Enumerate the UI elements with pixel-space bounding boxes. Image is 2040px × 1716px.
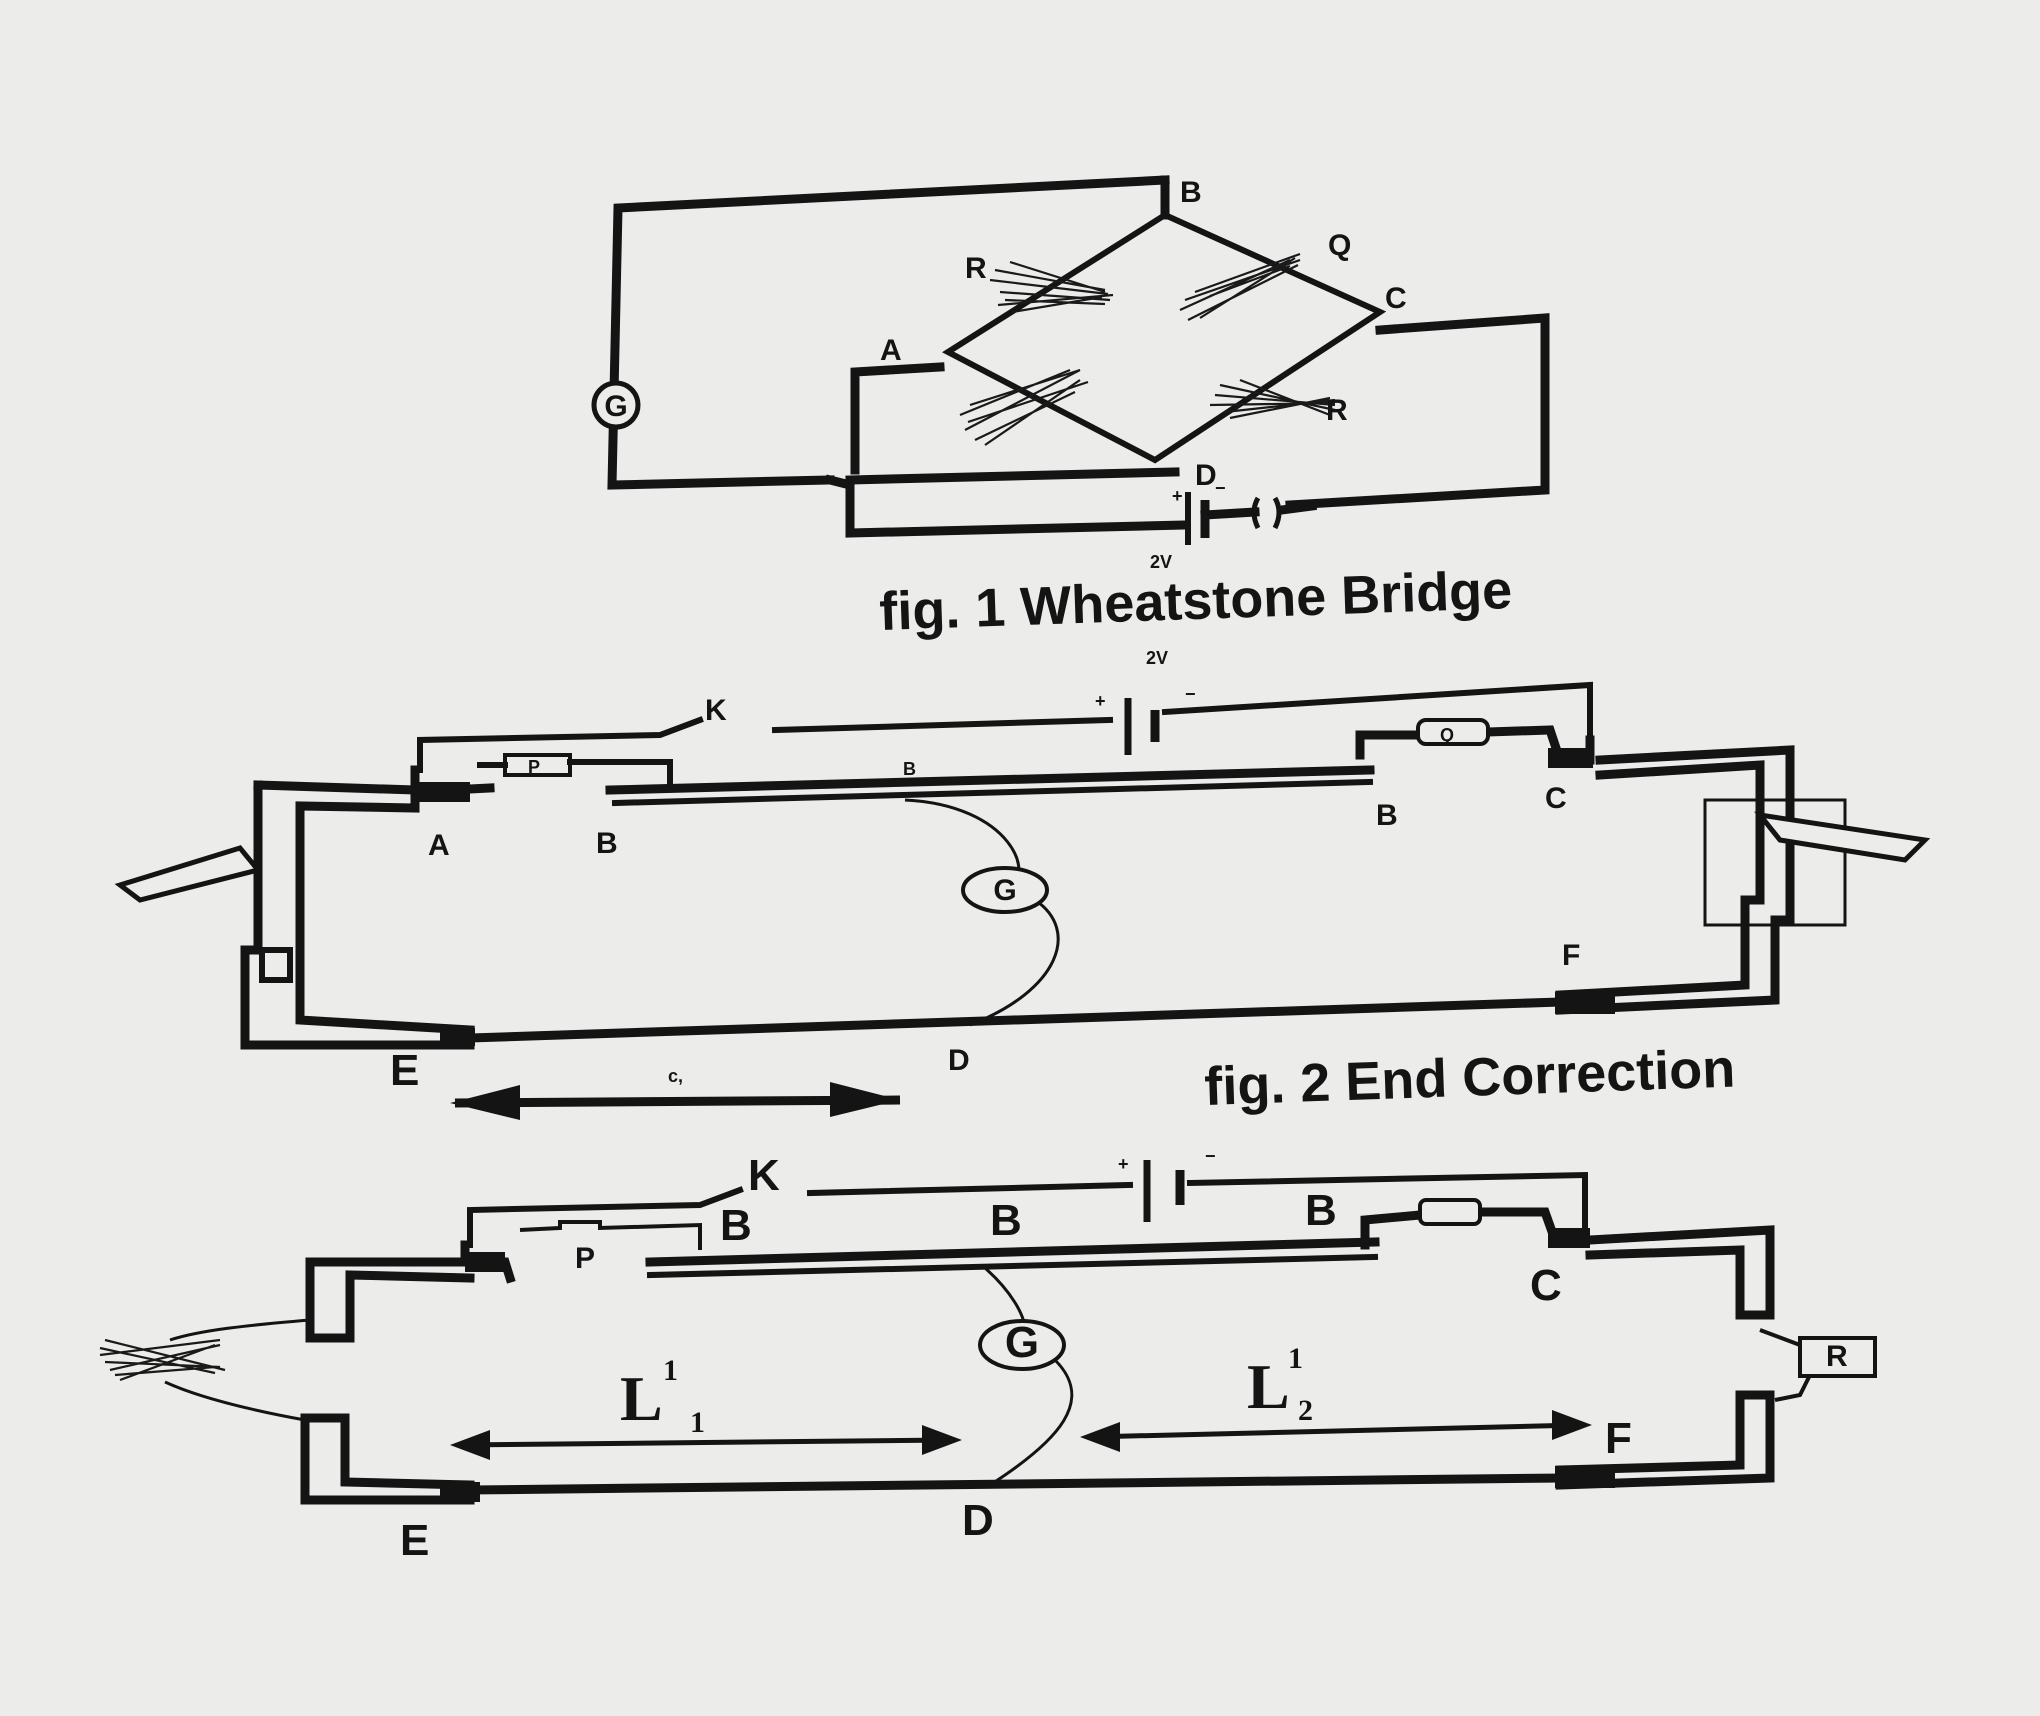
fig2-end-correction: K + − 2V P Q: [114, 648, 1931, 1120]
fig3-resistor-P: P: [519, 1220, 702, 1275]
fig2-label-F: F: [1562, 939, 1580, 972]
fig2-caption: fig. 2 End Correction: [1203, 1038, 1736, 1116]
fig2-cell-label: 2V: [1146, 648, 1168, 668]
fig3-label-L2: L: [1247, 1351, 1290, 1422]
svg-text:1: 1: [690, 1406, 705, 1439]
fig3-galvanometer-label: G: [1005, 1318, 1039, 1367]
fig2-key-wire: [417, 716, 704, 773]
svg-text:+: +: [1095, 691, 1106, 711]
fig3-L2-arrow: L 1 2: [1080, 1342, 1592, 1452]
fig1-galvanometer-label: G: [604, 390, 627, 423]
svg-text:−: −: [1185, 684, 1196, 704]
fig2-label-E: E: [390, 1046, 419, 1095]
fig2-label-Q: Q: [1440, 725, 1454, 745]
fig3-galvanometer: G: [978, 1318, 1066, 1371]
fig1-bridge-diamond: [941, 211, 1387, 464]
svg-text:1: 1: [663, 1354, 678, 1387]
fig1-label-B: B: [1180, 176, 1202, 209]
fig3-left-frame-bottom: [300, 1413, 475, 1505]
fig1-galvanometer: G: [591, 380, 641, 430]
fig2-resistor-Q: Q: [1416, 718, 1490, 746]
fig2-left-frame: [253, 780, 475, 1035]
svg-text:1: 1: [1288, 1342, 1303, 1375]
svg-text:+: +: [1118, 1154, 1129, 1174]
fig1-label-A: A: [880, 334, 902, 367]
fig3-battery: + −: [1118, 1146, 1216, 1222]
fig2-length-arrow: c,: [450, 1066, 901, 1120]
fig3-L1-arrow: L 1 1: [450, 1354, 962, 1460]
svg-text:+: +: [1172, 486, 1183, 506]
svg-text:−: −: [1215, 478, 1226, 498]
fig3-label-F: F: [1605, 1414, 1632, 1463]
fig3-label-P: P: [575, 1242, 595, 1275]
fig1-label-Q: Q: [1328, 229, 1351, 262]
fig1-resistor-coils: [959, 252, 1336, 446]
svg-text:2: 2: [1298, 1394, 1313, 1427]
svg-text:−: −: [1205, 1146, 1216, 1166]
fig3-left-frame-top: [305, 1257, 475, 1343]
fig3-key-wire: [467, 1186, 744, 1248]
fig3-strip-top: [645, 1237, 1380, 1267]
fig3-right-frame-top: [1585, 1225, 1775, 1320]
fig3-balance-lengths: K + − P: [99, 1146, 1877, 1565]
fig2-label-D: D: [948, 1044, 970, 1077]
fig3-label-D: D: [962, 1496, 994, 1545]
fig2-label-c1: c,: [668, 1066, 683, 1086]
fig3-label-B2: B: [1305, 1186, 1337, 1235]
fig2-label-P: P: [528, 757, 540, 777]
fig3-label-B-mid: B: [990, 1196, 1022, 1245]
fig1-wheatstone-bridge: G + − B Q C R: [591, 175, 1550, 642]
fig3-label-R: R: [1826, 1340, 1848, 1373]
fig3-right-frame-bottom: [1555, 1390, 1775, 1490]
fig1-label-D: D: [1195, 459, 1217, 492]
fig2-left-plug: [114, 845, 263, 903]
fig2-galvanometer: G: [961, 866, 1049, 914]
fig1-wire-C: [1285, 313, 1550, 510]
fig3-label-C: C: [1530, 1261, 1562, 1310]
fig2-resistor-P: P: [503, 753, 572, 777]
fig3-label-K: K: [748, 1151, 780, 1200]
fig3-resistor-R: R: [1759, 1328, 1877, 1402]
fig3-left-coil: [99, 1318, 311, 1422]
fig1-label-C: C: [1385, 282, 1407, 315]
fig2-label-B1: B: [596, 827, 618, 860]
fig2-right-frame: [1555, 745, 1795, 1015]
fig1-battery-wire: [824, 474, 1190, 538]
fig2-label-A: A: [428, 829, 450, 862]
fig1-galvanometer-wire: [607, 175, 1170, 490]
fig3-label-B1: B: [720, 1201, 752, 1250]
fig3-label-L1: L: [620, 1363, 663, 1434]
fig2-right-plug: [1754, 811, 1931, 863]
fig2-label-B-mid: B: [903, 759, 916, 779]
fig2-battery: + −: [1095, 684, 1196, 755]
fig1-wire-A: [850, 362, 945, 475]
fig2-label-C: C: [1545, 782, 1567, 815]
fig3-resistor-Q: [1418, 1198, 1482, 1226]
fig2-metre-wire: [465, 997, 1565, 1043]
fig3-metre-wire: [465, 1473, 1565, 1495]
fig2-galvanometer-label: G: [993, 874, 1016, 907]
fig1-cell-label: 2V: [1150, 552, 1172, 572]
fig1-label-R: R: [965, 252, 987, 285]
fig2-label-B2: B: [1376, 799, 1398, 832]
fig1-caption: fig. 1 Wheatstone Bridge: [878, 560, 1513, 642]
fig1-label-R2: R: [1326, 394, 1348, 427]
fig2-strip-top: [605, 765, 1375, 795]
fig2-label-K: K: [705, 694, 727, 727]
fig3-label-E: E: [400, 1516, 429, 1565]
